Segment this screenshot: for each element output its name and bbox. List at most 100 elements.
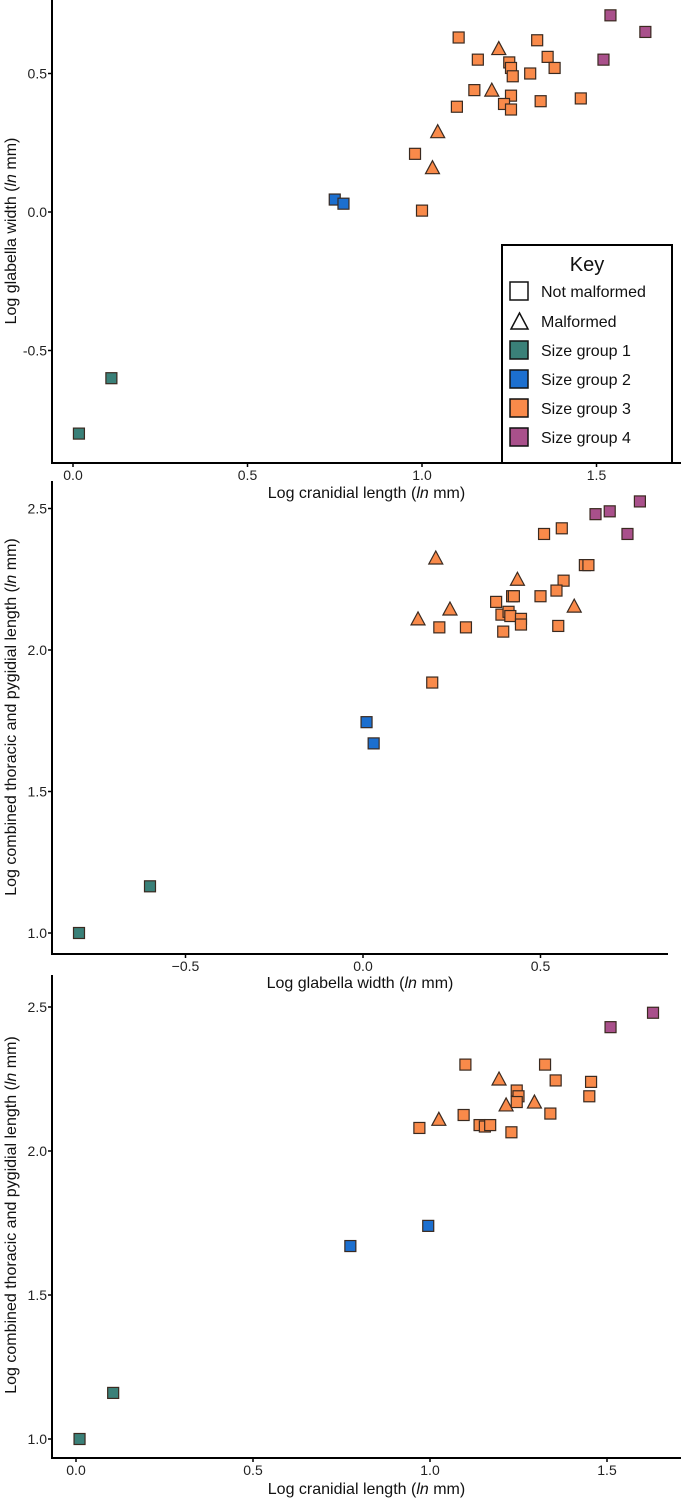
legend-square-icon bbox=[509, 281, 529, 301]
y-tick-label: 0.0 bbox=[28, 204, 48, 220]
point-group2 bbox=[367, 737, 380, 750]
x-tick-label: 1.0 bbox=[412, 467, 432, 483]
point-group3-malformed bbox=[429, 123, 446, 139]
point-group3 bbox=[433, 621, 446, 634]
point-group3 bbox=[552, 619, 565, 633]
legend: Key Not malformed Malformed Size group 1… bbox=[501, 244, 673, 464]
point-group3 bbox=[582, 558, 595, 572]
point-group3-malformed bbox=[427, 549, 444, 565]
point-group3-malformed bbox=[509, 570, 526, 586]
point-group3 bbox=[550, 584, 563, 597]
point-group3 bbox=[507, 590, 520, 603]
point-group4 bbox=[589, 508, 602, 521]
point-group1 bbox=[105, 372, 118, 385]
point-group3 bbox=[504, 103, 518, 116]
legend-group1: Size group 1 bbox=[541, 343, 631, 360]
point-group3 bbox=[549, 1074, 562, 1087]
legend-swatch-group1 bbox=[509, 340, 529, 360]
point-group1 bbox=[143, 880, 157, 893]
y-tick-label: -0.5 bbox=[23, 343, 47, 359]
legend-swatch-group3 bbox=[509, 398, 529, 418]
y-tick-label: 2.5 bbox=[28, 501, 48, 517]
point-group4 bbox=[603, 505, 616, 518]
point-group3 bbox=[415, 204, 429, 217]
point-group3 bbox=[413, 1121, 426, 1135]
point-group3 bbox=[541, 50, 554, 63]
point-group3 bbox=[452, 31, 465, 44]
panel-thoracic-vs-cranidial: 0.0 0.5 1.0 1.5 1.0 1.5 2.0 2.5 Log cranidial le… bbox=[3, 975, 681, 1498]
y-axis-title: Log combined thoracic and pygidial lengt… bbox=[3, 1036, 20, 1394]
point-group3 bbox=[506, 70, 519, 83]
point-group2 bbox=[344, 1239, 357, 1253]
point-group3 bbox=[537, 527, 551, 541]
point-group3 bbox=[510, 1095, 523, 1109]
legend-group3: Size group 3 bbox=[541, 401, 631, 418]
point-group3 bbox=[538, 1058, 552, 1071]
point-group3 bbox=[457, 1108, 470, 1122]
x-tick-label: 0.0 bbox=[353, 958, 373, 974]
point-group3 bbox=[583, 1090, 596, 1103]
x-axis-title: Log cranidial length (ln mm) bbox=[268, 1481, 465, 1498]
y-tick-label: 2.0 bbox=[28, 642, 48, 658]
point-group3 bbox=[534, 590, 547, 603]
point-group3 bbox=[426, 676, 439, 689]
point-group1 bbox=[72, 926, 86, 940]
x-tick-label: 1.5 bbox=[597, 1462, 617, 1478]
point-group3 bbox=[557, 574, 570, 587]
x-tick-label: 0.5 bbox=[531, 958, 551, 974]
y-axis-title: Log glabella width (ln mm) bbox=[3, 138, 20, 325]
panel-thoracic-vs-glabella: −0.5 0.0 0.5 1.0 1.5 2.0 2.5 Log glabella width… bbox=[3, 481, 668, 992]
y-tick-label: 1.0 bbox=[28, 925, 48, 941]
point-group3 bbox=[531, 34, 544, 47]
point-group1 bbox=[107, 1386, 120, 1400]
point-group3 bbox=[490, 595, 503, 608]
point-group4 bbox=[621, 527, 634, 541]
point-group4 bbox=[597, 53, 610, 66]
x-tick-label: 0.0 bbox=[63, 467, 83, 483]
point-group3 bbox=[504, 609, 517, 623]
point-group3 bbox=[450, 100, 463, 113]
point-group3-malformed bbox=[526, 1093, 543, 1109]
x-tick-label: 0.5 bbox=[243, 1462, 263, 1478]
point-group3-malformed bbox=[441, 600, 458, 616]
x-tick-label: 0.5 bbox=[238, 467, 258, 483]
point-group2 bbox=[360, 716, 373, 729]
point-group3 bbox=[497, 625, 510, 638]
point-group2 bbox=[337, 197, 350, 210]
y-tick-label: 1.5 bbox=[28, 1287, 48, 1303]
point-group3-malformed bbox=[410, 610, 427, 626]
point-group3 bbox=[548, 61, 561, 75]
point-group4 bbox=[633, 495, 647, 508]
point-group3-malformed bbox=[424, 159, 441, 175]
x-tick-label: 0.0 bbox=[66, 1462, 86, 1478]
x-tick-label: −0.5 bbox=[172, 958, 200, 974]
y-tick-label: 0.5 bbox=[28, 66, 48, 82]
point-group3 bbox=[524, 67, 537, 80]
legend-swatch-group4 bbox=[509, 427, 529, 447]
point-group3-malformed bbox=[498, 1096, 515, 1112]
y-tick-label: 1.0 bbox=[28, 1431, 48, 1447]
point-group3-malformed bbox=[491, 1070, 508, 1086]
x-axis-title: Log glabella width (ln mm) bbox=[267, 975, 454, 992]
point-group3 bbox=[574, 92, 587, 105]
point-group3-malformed bbox=[430, 1111, 447, 1126]
x-tick-label: 1.5 bbox=[587, 467, 607, 483]
legend-group2: Size group 2 bbox=[541, 372, 631, 389]
y-tick-label: 2.5 bbox=[28, 999, 48, 1015]
point-group1 bbox=[72, 427, 86, 440]
legend-triangle-icon bbox=[509, 311, 530, 330]
point-group3 bbox=[534, 95, 547, 108]
legend-malformed: Malformed bbox=[541, 314, 617, 331]
point-group4 bbox=[646, 1006, 660, 1019]
point-group3 bbox=[544, 1107, 557, 1120]
point-group3-malformed bbox=[566, 597, 583, 613]
point-group4 bbox=[604, 9, 617, 22]
panel-glabella-vs-cranidial: 0.0 0.5 1.0 1.5 -0.5 0.0 0.5 Log cranidial leng… bbox=[3, 0, 681, 502]
point-group3 bbox=[514, 618, 528, 631]
point-group3 bbox=[505, 1126, 518, 1139]
legend-not-malformed: Not malformed bbox=[541, 284, 646, 301]
point-group3 bbox=[484, 1118, 497, 1132]
point-group3-malformed bbox=[490, 40, 507, 56]
point-group4 bbox=[639, 25, 652, 39]
